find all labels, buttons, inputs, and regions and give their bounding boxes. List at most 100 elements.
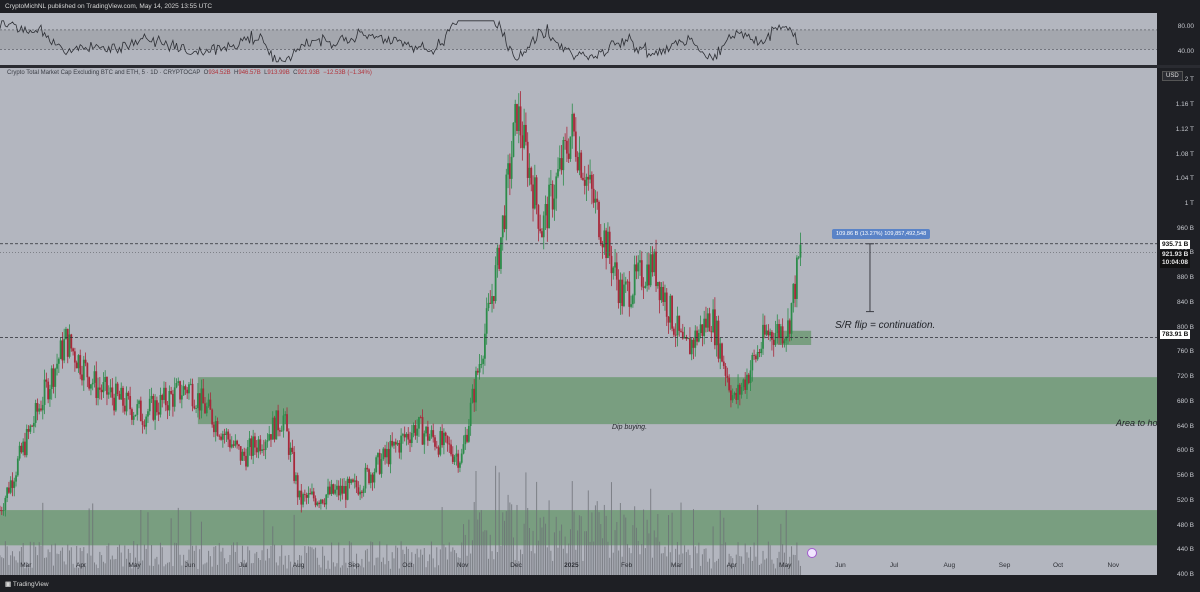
candle-body (24, 441, 26, 456)
candle-body (148, 398, 151, 412)
candle-body (122, 387, 124, 406)
candle-body (412, 425, 415, 433)
volume-bar (297, 560, 299, 575)
price-chart[interactable] (0, 68, 1157, 575)
candle-body (398, 442, 401, 453)
candle-body (352, 479, 354, 482)
rsi-pane[interactable] (0, 13, 1157, 65)
candle-body (778, 324, 780, 339)
candle-body (131, 409, 133, 420)
candle-body (295, 475, 297, 481)
volume-bar (3, 558, 5, 575)
dip-buying-annotation[interactable]: Dip buying. (612, 424, 648, 431)
sr-flip-annotation[interactable]: S/R flip = continuation. (835, 320, 936, 331)
candle-body (255, 447, 258, 453)
candle-body (478, 364, 481, 373)
volume-bar (573, 511, 575, 575)
volume-bar (384, 564, 386, 575)
candle-body (298, 490, 301, 498)
candle-body (109, 387, 112, 393)
volume-bar (329, 568, 331, 575)
volume-bar (120, 552, 122, 575)
volume-bar (220, 551, 222, 575)
candle-body (462, 444, 465, 454)
volume-bar (561, 524, 563, 575)
volume-bar (591, 512, 593, 575)
volume-bar (655, 537, 657, 575)
volume-bar (450, 551, 452, 575)
candle-body (583, 179, 586, 186)
measure-tool-label[interactable]: 109.86 B (13.27%) 109,857,492,548 (832, 229, 931, 239)
volume-bar (489, 534, 491, 575)
price-pane[interactable] (0, 68, 1157, 575)
volume-bar (24, 568, 26, 575)
candle-body (375, 457, 378, 472)
candle-body (421, 417, 424, 445)
candle-body (510, 156, 513, 179)
volume-bar (794, 555, 796, 575)
volume-bar (610, 482, 612, 575)
volume-bar (723, 517, 725, 575)
candle-body (154, 400, 156, 420)
volume-bar (418, 557, 420, 575)
volume-bar (639, 554, 641, 575)
volume-bar (92, 503, 94, 575)
volume-bar (340, 567, 342, 575)
candle-body (225, 431, 228, 435)
candle-body (268, 434, 271, 441)
pane-divider[interactable] (0, 65, 1200, 68)
volume-bar (222, 547, 224, 575)
candle-body (368, 469, 370, 484)
candle-body (362, 488, 365, 494)
volume-bar (725, 542, 727, 575)
volume-bar (172, 566, 174, 575)
volume-bar (459, 557, 461, 575)
volume-bar (750, 546, 752, 575)
volume-bar (641, 544, 643, 575)
volume-bar (782, 544, 784, 575)
candle-body (296, 475, 299, 498)
volume-bar (136, 544, 138, 575)
candle-body (139, 400, 142, 422)
candle-body (469, 402, 472, 427)
volume-bar (602, 538, 604, 575)
candle-body (32, 422, 35, 427)
volume-bar (675, 548, 677, 575)
volume-bar (559, 530, 561, 575)
volume-bar (234, 551, 236, 575)
candle-body (491, 296, 493, 304)
zone-0 (777, 330, 812, 345)
volume-bar (541, 527, 543, 575)
candle-body (544, 204, 547, 216)
candle-body (405, 433, 408, 438)
volume-bar (552, 560, 554, 575)
volume-bar (206, 562, 208, 575)
event-flag-icon[interactable] (807, 548, 817, 558)
candle-body (596, 198, 599, 203)
candle-body (382, 448, 385, 460)
candle-body (270, 434, 272, 440)
candle-body (236, 440, 239, 445)
candle-body (621, 279, 624, 307)
candle-body (245, 455, 247, 467)
volume-bar (616, 522, 618, 575)
rsi-line (0, 20, 799, 63)
volume-bar (651, 557, 653, 575)
volume-bar (90, 555, 92, 575)
volume-bar (618, 550, 620, 575)
tradingview-logo-icon[interactable]: ▣ (5, 581, 12, 588)
candle-body (587, 176, 590, 180)
volume-bar (393, 558, 395, 575)
candle-body (681, 331, 684, 339)
rsi-indicator-chart[interactable] (0, 13, 1157, 65)
volume-bar (224, 558, 226, 575)
volume-bar (568, 543, 570, 575)
candle-body (712, 309, 714, 333)
candle-body (200, 388, 203, 411)
volume-bar (311, 547, 313, 575)
area-to-hold-annotation[interactable]: Area to hold. (1116, 418, 1157, 428)
candle-body (763, 324, 766, 335)
volume-bar (364, 550, 366, 575)
currency-badge[interactable]: USD (1162, 71, 1183, 81)
